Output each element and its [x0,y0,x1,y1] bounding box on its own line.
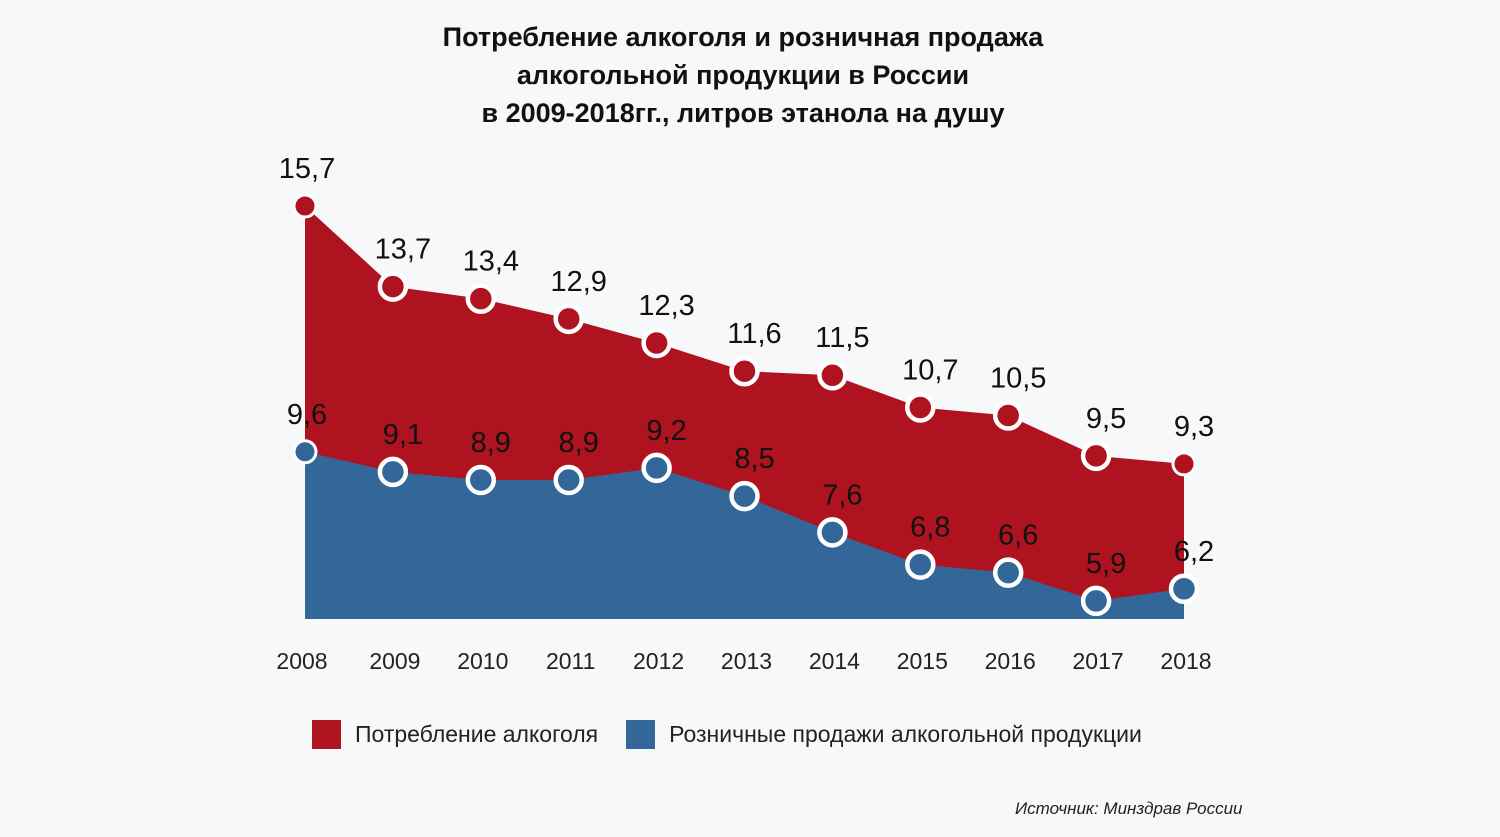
x-tick-label-2016: 2016 [985,648,1036,674]
x-tick-label-2015: 2015 [897,648,948,674]
x-tick-label-2014: 2014 [809,648,860,674]
value-label-consumption-2009: 13,7 [375,234,431,266]
value-label-consumption-2013: 11,6 [727,318,781,350]
x-tick-label-2010: 2010 [457,648,508,674]
x-axis-labels: 2008 2009 2010 2011 2012 2013 2014 2015 2016 2017… [276,648,1211,674]
marker-consumption-2008 [292,193,318,219]
value-label-retail-2017: 5,9 [1086,548,1126,580]
value-label-retail-2018: 6,2 [1174,536,1214,568]
value-label-retail-2012: 9,2 [646,415,686,447]
area-chart: 15,7 13,7 13,4 12,9 12,3 11,6 11,5 10,7 10,5 9,5 9… [276,153,1214,674]
chart-title-line-2: алкогольной продукции в России [516,60,970,90]
marker-retail-2012 [641,452,672,484]
marker-consumption-2015 [905,392,936,423]
value-label-consumption-2016: 10,5 [990,363,1046,395]
marker-consumption-2011 [553,303,584,335]
value-label-consumption-2010: 13,4 [463,246,519,278]
x-tick-label-2011: 2011 [546,648,595,674]
value-label-retail-2015: 6,8 [910,512,950,544]
marker-consumption-2012 [641,327,672,359]
value-label-retail-2013: 8,5 [734,443,774,475]
marker-retail-2008 [292,439,318,465]
chart-title: Потребление алкоголя и розничная продажа… [0,18,1486,132]
marker-retail-2015 [905,549,936,580]
marker-retail-2013 [729,480,760,512]
value-label-consumption-2008: 15,7 [279,153,335,185]
x-tick-label-2013: 2013 [721,648,772,674]
value-label-retail-2014: 7,6 [822,479,862,511]
marker-retail-2017 [1080,585,1112,617]
value-label-retail-2009: 9,1 [383,419,423,451]
marker-consumption-2009 [377,271,409,302]
area-retail [305,451,1184,619]
chart-areas [305,206,1184,619]
marker-retail-2014 [817,517,848,548]
value-label-consumption-2011: 12,9 [550,266,606,298]
marker-consumption-2010 [465,283,497,314]
x-tick-label-2012: 2012 [633,648,684,674]
value-label-consumption-2018: 9,3 [1174,411,1214,443]
value-label-retail-2010: 8,9 [471,427,511,459]
legend: Потребление алкоголя Розничные продажи а… [312,720,1170,749]
marker-consumption-2017 [1080,440,1112,472]
value-label-consumption-2015: 10,7 [902,354,958,386]
value-label-consumption-2017: 9,5 [1086,403,1126,435]
value-label-retail-2016: 6,6 [998,520,1038,552]
legend-label-retail: Розничные продажи алкогольной продукции [669,721,1142,747]
x-tick-label-2009: 2009 [369,648,420,674]
marker-retail-2010 [465,464,497,496]
marker-retail-2011 [553,464,584,496]
x-tick-label-2008: 2008 [276,648,327,674]
legend-label-consumption: Потребление алкоголя [355,721,599,747]
marker-consumption-2013 [729,355,760,387]
value-label-retail-2011: 8,9 [559,427,599,459]
value-label-consumption-2012: 12,3 [638,290,694,322]
chart-markers [292,193,1200,617]
legend-swatch-consumption [312,720,341,749]
legend-swatch-retail [626,720,656,749]
marker-consumption-2016 [992,400,1024,431]
x-tick-label-2017: 2017 [1073,648,1124,674]
marker-consumption-2014 [817,359,848,391]
value-label-consumption-2014: 11,5 [815,322,869,354]
marker-consumption-2018 [1171,451,1197,477]
legend-item-consumption: Потребление алкоголя [312,720,598,749]
chart-title-line-1: Потребление алкоголя и розничная продажа [442,22,1044,52]
marker-retail-2016 [992,557,1024,588]
legend-item-retail: Розничные продажи алкогольной продукции [626,720,1142,749]
chart-title-line-3: в 2009-2018гг., литров этанола на душу [481,98,1005,128]
marker-retail-2009 [377,456,409,488]
marker-retail-2018 [1168,573,1200,605]
x-tick-label-2018: 2018 [1160,648,1211,674]
value-label-retail-2008: 9,6 [287,399,327,431]
chart-value-labels: 15,7 13,7 13,4 12,9 12,3 11,6 11,5 10,7 10,5 9,5 9… [279,153,1214,580]
source-note: Источник: Минздрав России [1015,799,1243,818]
